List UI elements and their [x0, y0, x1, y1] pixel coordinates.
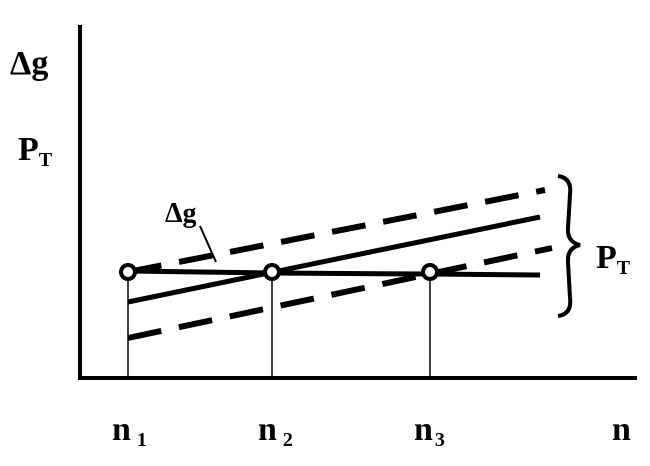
point	[119, 263, 137, 281]
label-main: n	[258, 411, 277, 448]
y-label: PТ	[18, 131, 53, 171]
y-label: Δg	[10, 45, 48, 82]
label-sub: 3	[435, 429, 445, 451]
point	[263, 263, 281, 281]
pt-trend	[127, 214, 541, 305]
point	[421, 263, 439, 281]
leader-line	[199, 225, 217, 263]
label-sub: Т	[617, 257, 631, 279]
label-sub: 1	[137, 429, 147, 451]
label-main: P	[18, 131, 39, 168]
lower-bound	[127, 245, 553, 341]
label-sub: Т	[39, 149, 53, 171]
x-label: n	[612, 411, 631, 448]
label-main: n	[112, 411, 131, 448]
delta-g-line	[127, 268, 541, 278]
upper-bound	[127, 187, 546, 275]
brace-label: PТ	[596, 239, 631, 279]
label-main: P	[596, 239, 617, 276]
label-sub: 2	[283, 429, 293, 451]
line-label: Δg	[165, 198, 197, 229]
label-main: n	[414, 411, 433, 448]
brace	[557, 174, 581, 318]
